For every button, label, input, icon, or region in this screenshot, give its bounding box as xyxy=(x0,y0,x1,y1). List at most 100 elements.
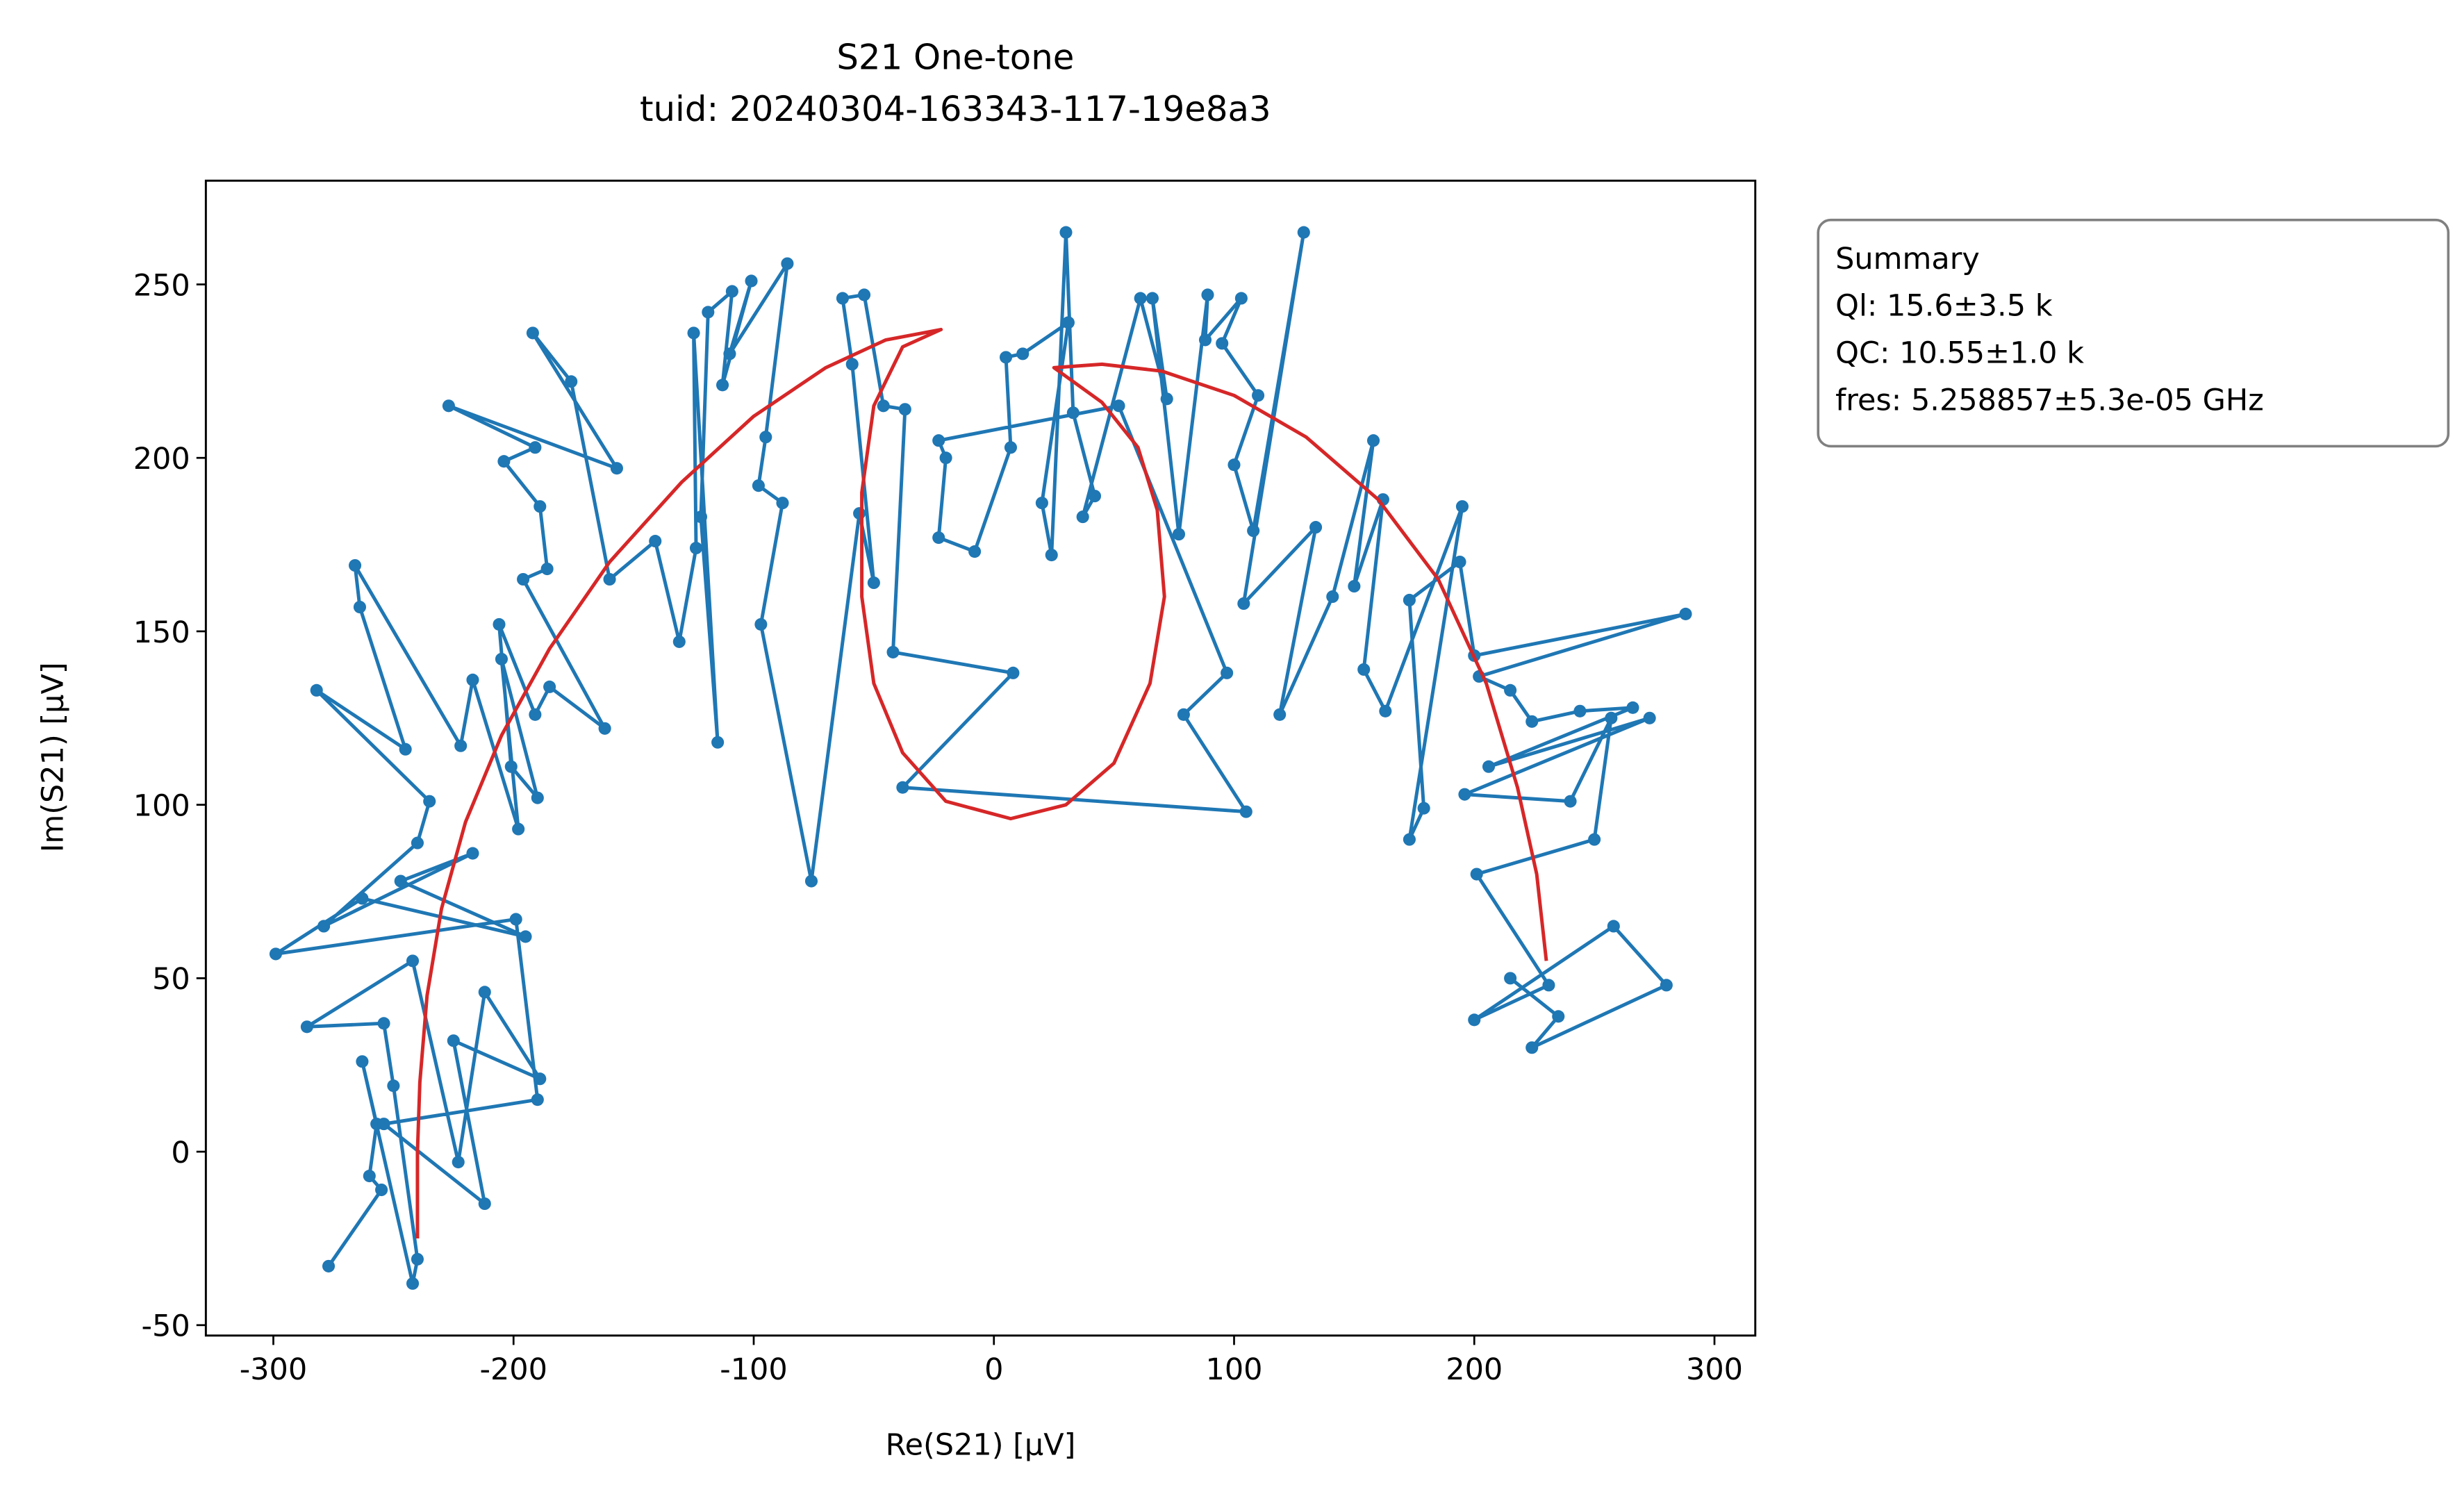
data-point xyxy=(269,947,283,961)
x-tick-label: 300 xyxy=(1686,1352,1743,1387)
summary-box xyxy=(1817,218,2450,448)
data-point xyxy=(531,791,544,804)
data-point xyxy=(466,847,479,860)
data-point xyxy=(1216,337,1229,350)
data-point xyxy=(353,600,367,614)
data-point xyxy=(1453,555,1466,569)
data-point xyxy=(493,617,506,631)
data-point xyxy=(1016,347,1030,360)
data-point xyxy=(1297,226,1310,239)
data-point xyxy=(399,743,412,756)
y-tick-label: 200 xyxy=(133,442,190,476)
data-point xyxy=(1059,226,1073,239)
data-point xyxy=(1066,406,1080,420)
data-point xyxy=(1403,593,1416,607)
data-point xyxy=(603,572,616,586)
data-point xyxy=(1177,708,1190,721)
data-point xyxy=(711,736,725,749)
data-point xyxy=(759,431,772,444)
data-point xyxy=(745,274,758,288)
data-point xyxy=(836,292,849,305)
y-tick-label: 150 xyxy=(133,615,190,650)
data-point xyxy=(886,645,900,658)
data-point xyxy=(1679,607,1692,620)
data-point xyxy=(1234,292,1248,305)
summary-line: QC: 10.55±1.0 k xyxy=(1835,336,2084,371)
data-point xyxy=(356,892,369,905)
plot-area: -300 -200 -100 0 100 200 300 -50 0 50 100 150 200 250 xyxy=(133,179,1757,1387)
data-point xyxy=(300,1020,313,1034)
data-point xyxy=(534,1072,547,1086)
x-axis-label: Re(S21) [µV] xyxy=(886,1428,1076,1463)
data-point xyxy=(857,288,871,301)
x-tick-label: -200 xyxy=(479,1352,547,1387)
summary-line: Ql: 15.6±3.5 k xyxy=(1835,289,2053,324)
data-point xyxy=(1626,701,1639,714)
data-point xyxy=(1309,521,1323,534)
data-point xyxy=(1172,528,1186,541)
data-point xyxy=(1588,833,1601,846)
data-point xyxy=(529,441,542,454)
data-point xyxy=(1045,548,1058,562)
data-point xyxy=(1403,833,1416,846)
data-point xyxy=(1004,441,1018,454)
data-point xyxy=(322,1259,336,1272)
data-point xyxy=(1542,979,1555,992)
data-point xyxy=(1061,316,1075,329)
data-point xyxy=(752,479,765,492)
data-point xyxy=(845,358,859,371)
data-point xyxy=(968,545,982,558)
data-point xyxy=(1088,490,1102,503)
data-point xyxy=(723,347,736,360)
x-tick-label: -300 xyxy=(240,1352,308,1387)
data-point xyxy=(932,434,945,447)
data-point xyxy=(526,326,539,340)
summary: Summary Ql: 15.6±3.5 k QC: 10.55±1.0 k fres… xyxy=(1835,242,2264,418)
data-point xyxy=(1247,524,1260,538)
data-point xyxy=(1525,715,1539,728)
data-point xyxy=(310,683,323,697)
data-point xyxy=(1366,434,1380,447)
data-point xyxy=(447,1034,460,1047)
data-point xyxy=(1076,511,1089,524)
y-tick-label: 0 xyxy=(171,1136,190,1170)
data-point xyxy=(512,822,525,836)
data-point xyxy=(517,572,530,586)
data-point xyxy=(1573,704,1587,718)
data-point xyxy=(454,739,468,752)
chart-subtitle: tuid: 20240304-163343-117-19e8a3 xyxy=(640,89,1271,129)
data-point xyxy=(317,920,331,933)
data-point xyxy=(504,760,518,773)
data-point xyxy=(377,1017,390,1030)
data-point xyxy=(363,1170,376,1183)
data-point xyxy=(519,930,532,943)
data-point xyxy=(540,562,554,576)
data-point xyxy=(1252,389,1265,402)
data-point xyxy=(1227,458,1241,472)
data-point xyxy=(452,1156,465,1169)
data-point xyxy=(423,795,436,808)
data-point xyxy=(1552,1010,1565,1023)
data-point xyxy=(1134,292,1147,305)
data-point xyxy=(687,326,700,340)
data-point xyxy=(702,306,715,319)
x-tick-label: -100 xyxy=(720,1352,788,1387)
summary-line: fres: 5.258857±5.3e-05 GHz xyxy=(1835,383,2264,417)
data-point xyxy=(529,708,542,721)
data-point xyxy=(387,1079,400,1093)
data-point xyxy=(877,399,890,413)
y-tick-label: 250 xyxy=(133,268,190,303)
data-point xyxy=(1607,920,1620,933)
data-point xyxy=(411,1252,424,1266)
data-point xyxy=(1564,795,1577,808)
data-point xyxy=(1525,1041,1539,1054)
data-point xyxy=(1160,392,1173,406)
data-point xyxy=(694,511,707,524)
data-point xyxy=(466,673,479,686)
data-point xyxy=(1605,711,1618,724)
data-point xyxy=(1504,972,1517,985)
data-point xyxy=(1273,708,1287,721)
data-point xyxy=(1221,666,1234,679)
data-point xyxy=(497,455,511,468)
